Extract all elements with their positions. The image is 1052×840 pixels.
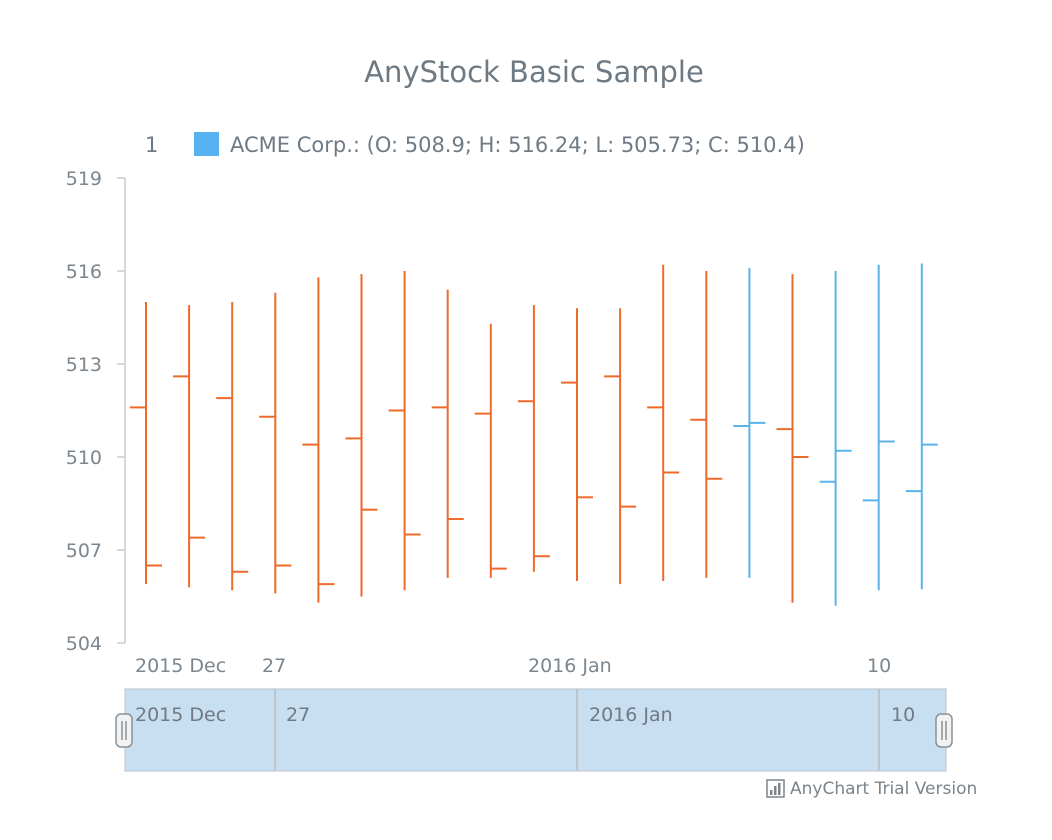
y-axis: 504 507 510 513 516 519: [66, 168, 126, 655]
ohlc-bar[interactable]: [905, 263, 938, 590]
ohlc-bar[interactable]: [862, 264, 895, 591]
ohlc-bar[interactable]: [474, 323, 507, 578]
y-axis-tick-label: 510: [66, 447, 102, 469]
scroller-selected-range[interactable]: [124, 688, 947, 772]
ohlc-bar[interactable]: [302, 277, 335, 603]
ohlc-bar[interactable]: [819, 271, 852, 606]
bar-chart-icon: [766, 779, 785, 798]
credits[interactable]: AnyChart Trial Version: [766, 779, 977, 799]
legend[interactable]: 1 ACME Corp.: (O: 508.9; H: 516.24; L: 5…: [145, 132, 805, 157]
ohlc-bar[interactable]: [776, 274, 809, 603]
ohlc-bar[interactable]: [733, 267, 766, 578]
scroller-label: 2015 Dec: [135, 704, 226, 726]
y-axis-tick-label: 504: [66, 633, 102, 655]
scroller-label: 10: [891, 704, 915, 726]
ohlc-bar[interactable]: [604, 308, 637, 585]
x-axis-label: 10: [867, 655, 891, 677]
scroller-left-handle[interactable]: [115, 713, 133, 748]
legend-series-label: ACME Corp.: (O: 508.9; H: 516.24; L: 505…: [230, 133, 805, 157]
ohlc-bar[interactable]: [561, 308, 593, 581]
y-axis-tick-label: 516: [66, 261, 102, 283]
y-axis-tick-label: 507: [66, 540, 102, 562]
ohlc-bar[interactable]: [345, 274, 378, 597]
scroller-right-handle[interactable]: [935, 713, 953, 748]
ohlc-bar[interactable]: [647, 264, 680, 581]
scroller-label: 27: [286, 704, 310, 726]
ohlc-bar[interactable]: [259, 292, 292, 594]
scroller-label: 2016 Jan: [589, 704, 673, 726]
ohlc-bar[interactable]: [388, 271, 421, 591]
ohlc-bar[interactable]: [690, 271, 723, 578]
ohlc-bar[interactable]: [216, 302, 249, 591]
ohlc-bar[interactable]: [130, 302, 162, 585]
x-axis-label: 2016 Jan: [528, 655, 612, 677]
legend-index: 1: [145, 133, 158, 157]
scroller[interactable]: 2015 Dec 27 2016 Jan 10: [115, 688, 953, 772]
plot-area: [130, 263, 938, 606]
ohlc-bar[interactable]: [517, 305, 550, 572]
x-axis-label: 2015 Dec: [135, 655, 226, 677]
ohlc-bar[interactable]: [173, 305, 206, 588]
chart-title: AnyStock Basic Sample: [364, 55, 704, 89]
y-axis-tick-label: 513: [66, 354, 102, 376]
x-axis-label: 27: [262, 655, 286, 677]
y-axis-tick-label: 519: [66, 168, 102, 190]
x-axis: 2015 Dec 27 2016 Jan 10: [135, 655, 891, 677]
credits-text: AnyChart Trial Version: [790, 779, 977, 799]
ohlc-bar[interactable]: [431, 289, 464, 578]
legend-marker-icon: [194, 132, 219, 156]
